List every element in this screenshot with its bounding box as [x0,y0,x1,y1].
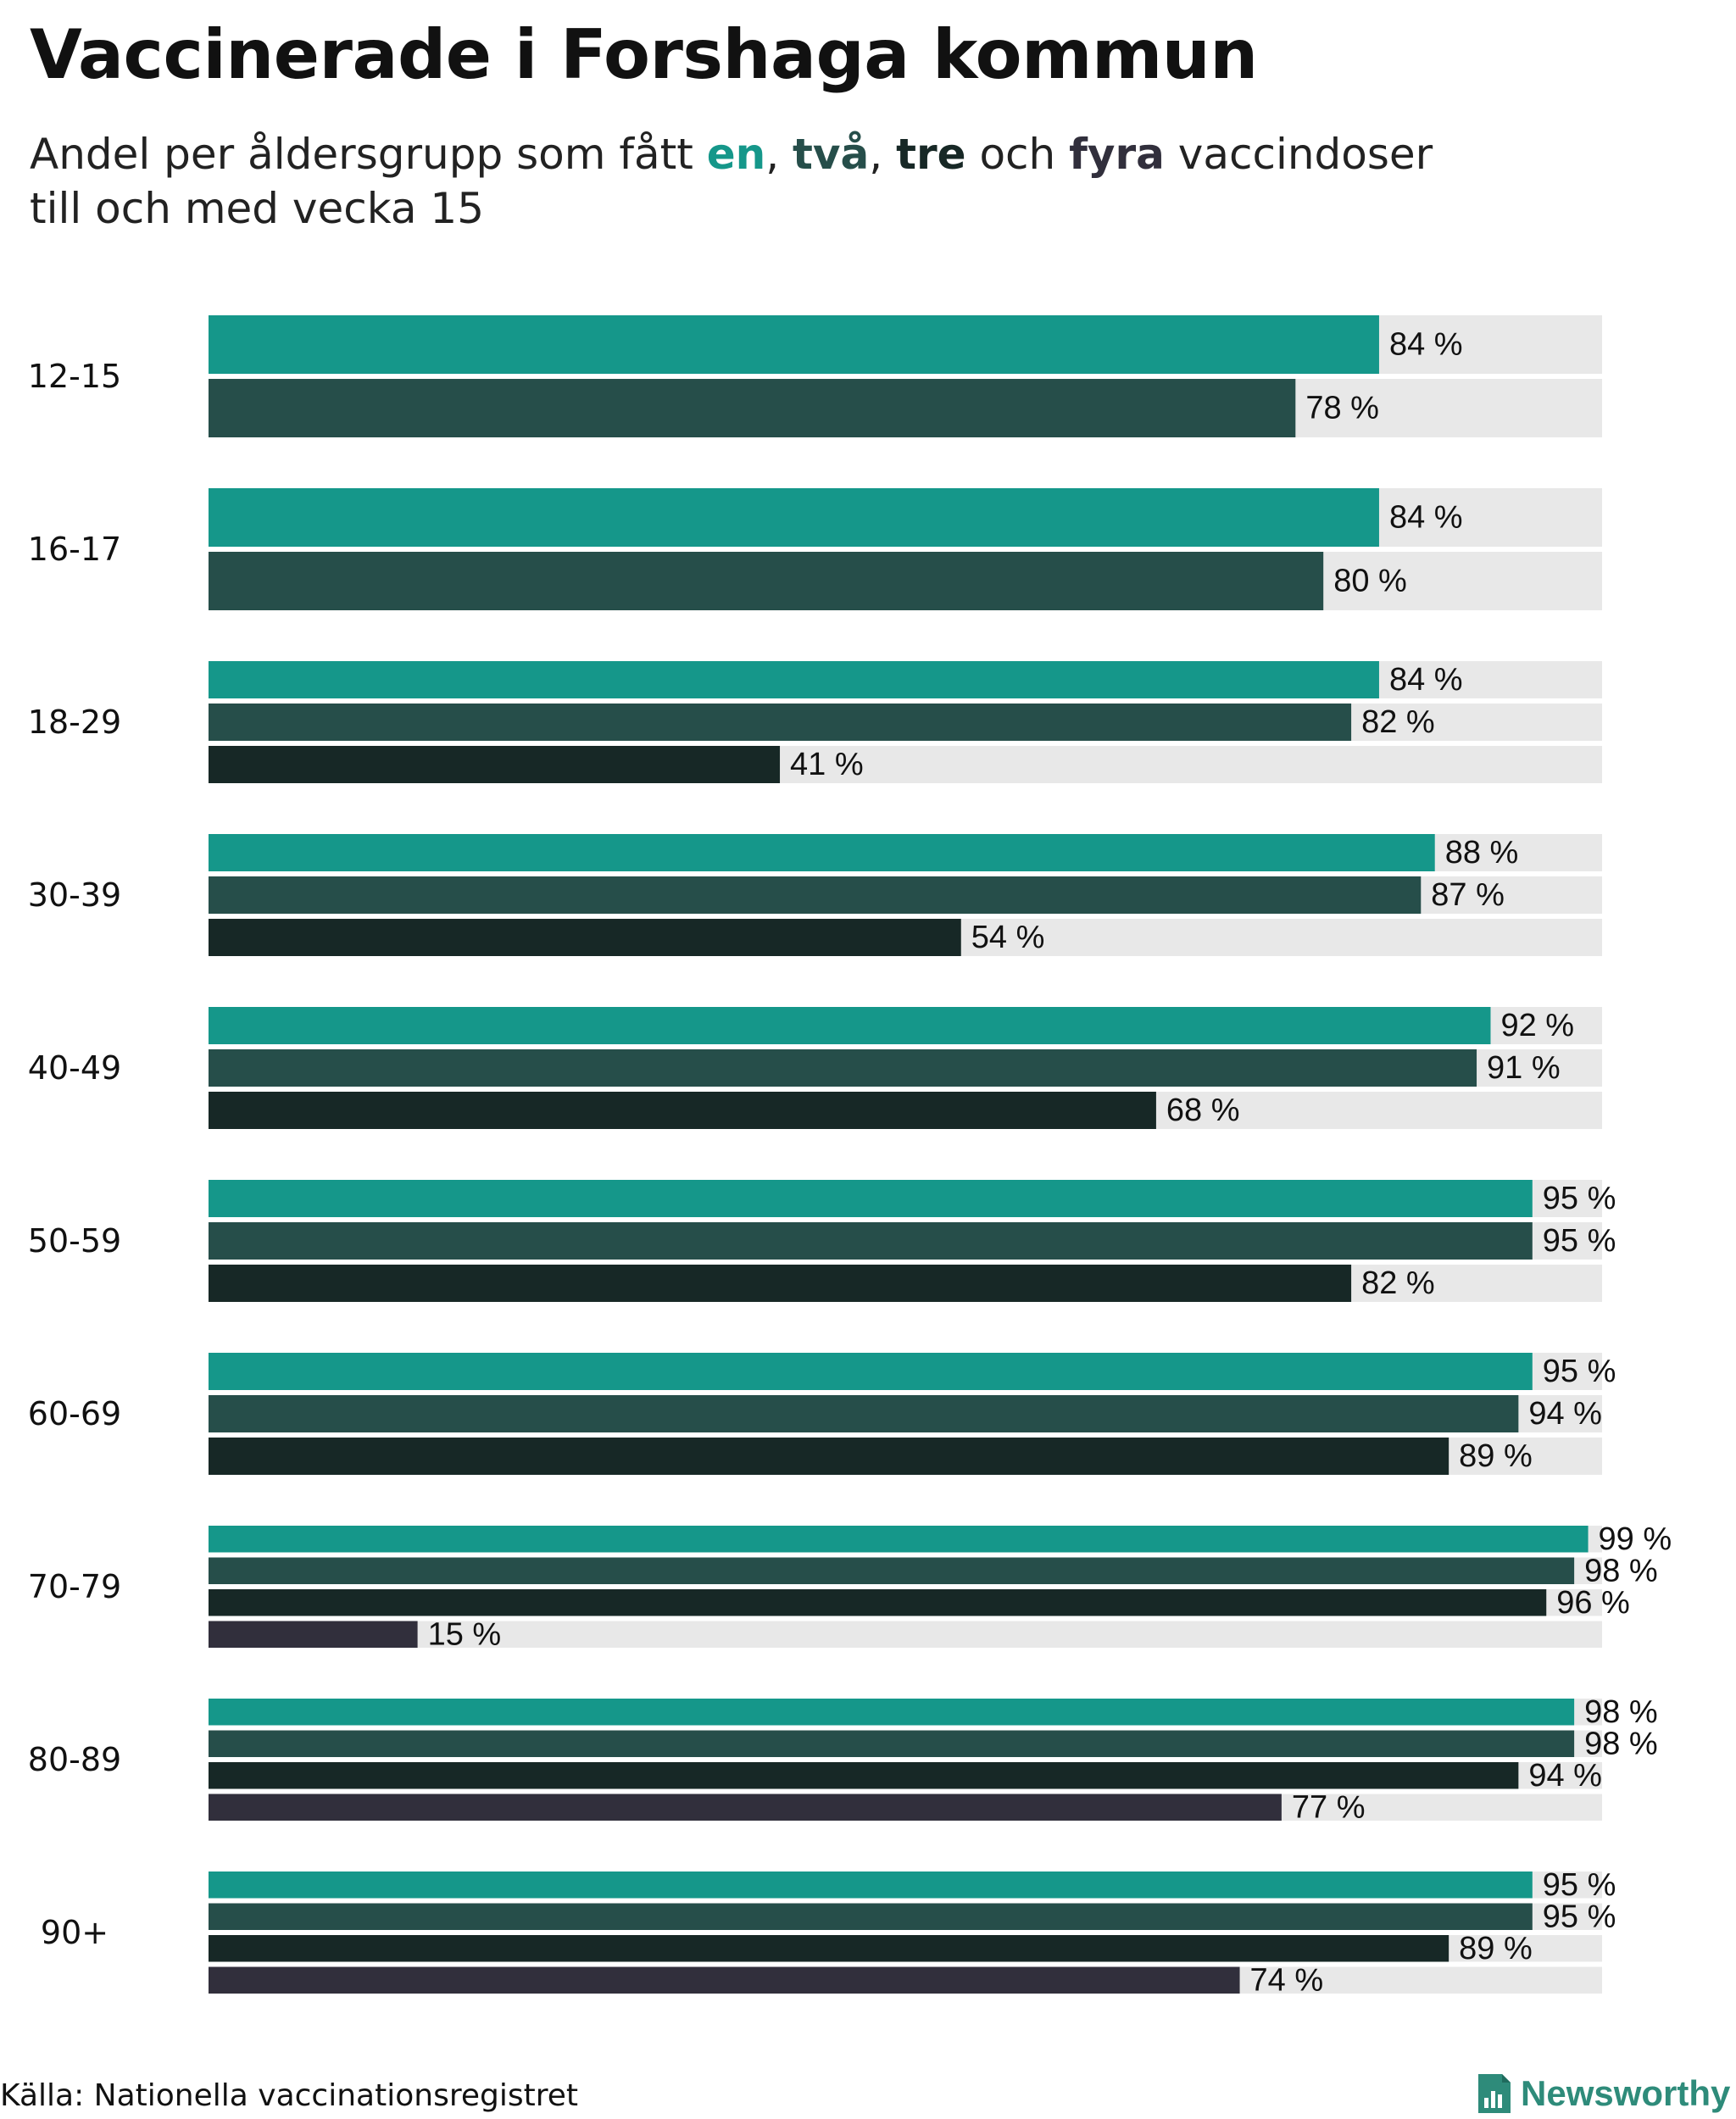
value-label: 78 % [1305,391,1379,426]
bar-chart: 12-15 84 % 78 % 16-17 84 % 80 % 18-29 84 % 82 % 4… [28,315,1672,1998]
value-label: 89 % [1459,1438,1533,1474]
value-label: 98 % [1584,1726,1658,1761]
chart-title: Vaccinerade i Forshaga kommun [30,15,1258,94]
bar-70-79-dose-4 [209,1621,418,1648]
legend-dose-4: fyra [1069,130,1165,179]
legend-dose-2: två [793,130,870,179]
bar-18-29-dose-1 [209,661,1379,698]
value-label: 98 % [1584,1553,1658,1588]
value-label: 80 % [1333,564,1407,599]
value-label: 94 % [1528,1758,1602,1794]
value-label: 98 % [1584,1694,1658,1730]
value-label: 89 % [1459,1931,1533,1966]
value-label: 84 % [1389,327,1463,363]
value-label: 95 % [1543,1223,1616,1259]
bar-40-49-dose-2 [209,1049,1477,1087]
bar-80-89-dose-3 [209,1762,1519,1789]
bar-60-69-dose-1 [209,1353,1533,1390]
bar-12-15-dose-2 [209,379,1296,437]
bar-90+-dose-3 [209,1935,1449,1962]
legend-dose-1: en [706,130,766,179]
value-label: 95 % [1543,1899,1616,1934]
bar-40-49-dose-1 [209,1007,1491,1044]
bar-70-79-dose-1 [209,1526,1589,1553]
value-label: 95 % [1543,1867,1616,1903]
value-label: 82 % [1361,1265,1435,1301]
row-label-80-89: 80-89 [28,1741,121,1778]
value-label: 87 % [1431,877,1505,913]
bar-16-17-dose-1 [209,488,1379,547]
subtitle-prefix: Andel per åldersgrupp som fått [30,130,707,179]
bar-70-79-dose-2 [209,1557,1575,1584]
value-label: 77 % [1292,1789,1366,1825]
bar-18-29-dose-3 [209,746,781,783]
value-label: 95 % [1543,1354,1616,1389]
bar-60-69-dose-3 [209,1438,1449,1475]
value-label: 82 % [1361,704,1435,740]
value-label: 84 % [1389,500,1463,536]
logo-text: Newsworthy [1521,2073,1731,2113]
bar-track [209,1621,1602,1648]
bar-chart-document-icon [1478,2074,1511,2113]
bar-50-59-dose-2 [209,1222,1533,1260]
value-label: 99 % [1599,1521,1672,1557]
bar-40-49-dose-3 [209,1092,1156,1129]
subtitle-suffix: vaccindoser [1164,130,1433,179]
subtitle-line-2: till och med vecka 15 [30,184,485,233]
row-label-50-59: 50-59 [28,1222,121,1260]
bar-30-39-dose-2 [209,876,1422,914]
bar-16-17-dose-2 [209,552,1324,610]
value-label: 84 % [1389,662,1463,698]
bar-80-89-dose-2 [209,1730,1575,1757]
value-label: 74 % [1250,1962,1324,1998]
subtitle-separator: , [765,130,793,179]
row-label-40-49: 40-49 [28,1049,121,1087]
bar-60-69-dose-2 [209,1395,1519,1432]
chart-subtitle: Andel per åldersgrupp som fått en, två, … [30,127,1433,236]
value-label: 96 % [1556,1585,1630,1621]
bar-90+-dose-4 [209,1966,1240,1994]
source-note: Källa: Nationella vaccinationsregistret [0,2078,578,2113]
row-label-30-39: 30-39 [28,876,121,914]
bar-70-79-dose-3 [209,1589,1547,1616]
value-label: 92 % [1500,1008,1574,1043]
bar-30-39-dose-1 [209,834,1435,871]
bar-80-89-dose-1 [209,1699,1575,1726]
bar-90+-dose-2 [209,1903,1533,1930]
value-label: 91 % [1487,1050,1561,1086]
bar-50-59-dose-1 [209,1180,1533,1217]
value-label: 88 % [1445,835,1519,870]
value-label: 41 % [790,747,864,782]
row-label-60-69: 60-69 [28,1395,121,1432]
value-label: 94 % [1528,1396,1602,1432]
value-label: 95 % [1543,1181,1616,1216]
row-label-70-79: 70-79 [28,1568,121,1605]
bar-90+-dose-1 [209,1872,1533,1899]
value-label: 68 % [1166,1093,1240,1128]
bar-30-39-dose-3 [209,919,961,956]
newsworthy-logo: Newsworthy [1475,2072,1730,2115]
row-label-90+: 90+ [41,1914,108,1951]
bar-12-15-dose-1 [209,315,1379,374]
row-label-12-15: 12-15 [28,358,121,395]
bar-80-89-dose-4 [209,1794,1282,1821]
value-label: 54 % [971,920,1045,955]
bar-18-29-dose-2 [209,704,1352,741]
row-label-18-29: 18-29 [28,704,121,741]
subtitle-separator: och [965,130,1070,179]
legend-dose-3: tre [896,130,966,179]
row-label-16-17: 16-17 [28,531,121,568]
bar-50-59-dose-3 [209,1265,1352,1302]
subtitle-separator: , [869,130,897,179]
value-label: 15 % [428,1616,502,1652]
